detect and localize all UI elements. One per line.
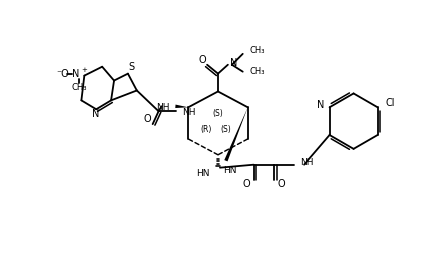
Text: HN: HN	[223, 166, 236, 175]
Polygon shape	[175, 105, 188, 108]
Text: CH₃: CH₃	[71, 83, 87, 92]
Text: O: O	[144, 114, 151, 124]
Text: NH: NH	[182, 108, 195, 117]
Text: N: N	[229, 58, 237, 68]
Text: NH: NH	[156, 103, 169, 112]
Text: (R): (R)	[200, 125, 212, 134]
Text: CH₃: CH₃	[249, 67, 264, 76]
Text: +: +	[81, 67, 86, 73]
Text: N: N	[91, 109, 99, 119]
Text: ⁻O: ⁻O	[56, 69, 69, 79]
Text: HN: HN	[196, 169, 209, 178]
Text: O: O	[198, 55, 206, 65]
Text: S: S	[129, 62, 135, 72]
Text: (S): (S)	[212, 109, 223, 118]
Text: Cl: Cl	[384, 98, 394, 108]
Text: N: N	[316, 100, 324, 110]
Text: O: O	[242, 179, 250, 189]
Text: (S): (S)	[219, 125, 230, 134]
Text: NH: NH	[299, 158, 313, 167]
Text: N: N	[72, 69, 79, 79]
Text: CH₃: CH₃	[249, 46, 264, 55]
Polygon shape	[224, 107, 247, 162]
Text: O: O	[277, 179, 285, 189]
